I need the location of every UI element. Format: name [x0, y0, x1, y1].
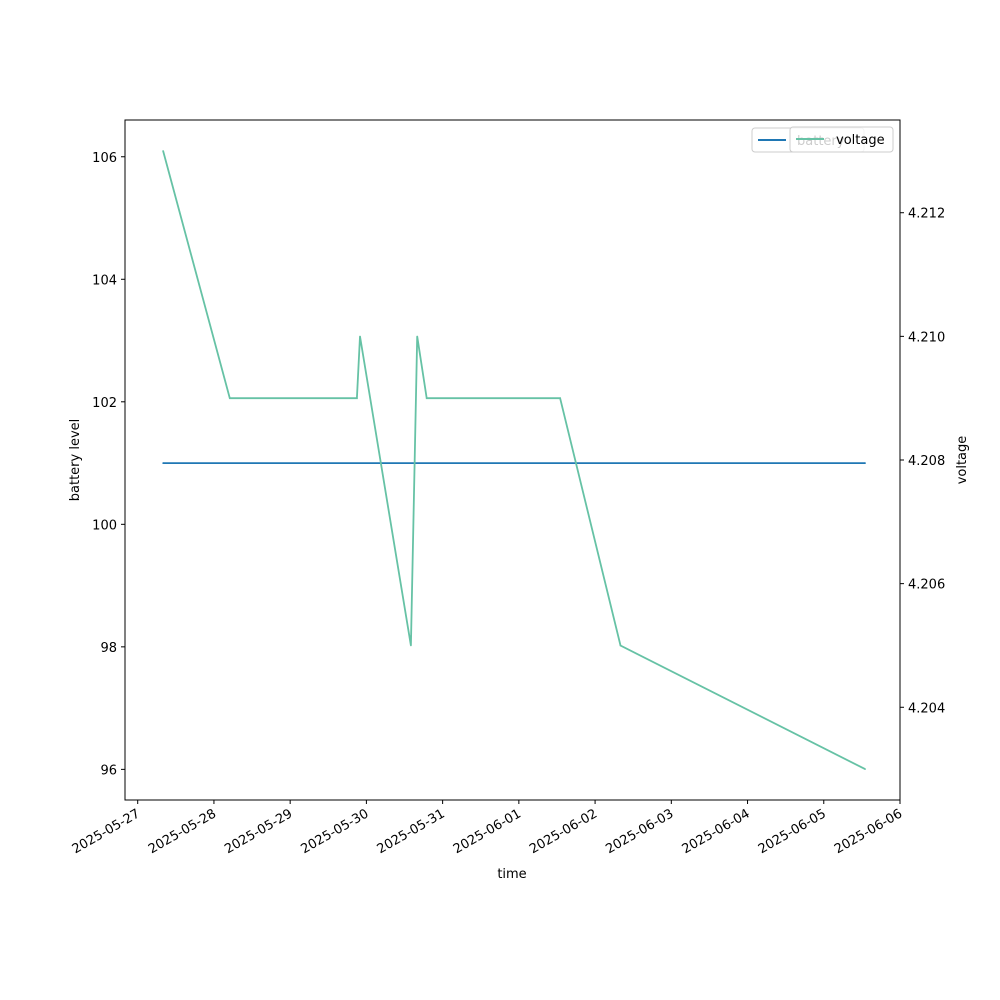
left-tick-label: 106 [92, 151, 117, 166]
data-point-voltage [410, 644, 412, 647]
data-point-voltage [359, 335, 361, 338]
data-point-voltage [416, 335, 419, 338]
right-axis: 4.204 4.206 4.208 4.210 4.212 [900, 207, 945, 716]
data-point-voltage [356, 397, 358, 400]
data-point-battery [864, 462, 866, 464]
legend-voltage-label: voltage [836, 133, 885, 148]
left-axis-title: battery level [68, 419, 83, 502]
right-tick-label: 4.210 [908, 330, 945, 345]
series-layer [162, 150, 866, 770]
data-point-voltage [619, 644, 622, 647]
left-axis: 96 98 100 102 104 106 [92, 151, 125, 778]
data-point-voltage [425, 397, 428, 400]
data-point-voltage [229, 397, 231, 400]
right-tick-label: 4.206 [908, 578, 945, 593]
left-tick-label: 104 [92, 273, 117, 288]
left-tick-label: 100 [92, 518, 117, 533]
legend-voltage: voltage [789, 126, 894, 153]
data-point-voltage [559, 397, 561, 400]
right-tick-label: 4.212 [908, 207, 945, 222]
left-tick-label: 98 [100, 641, 117, 656]
right-tick-label: 4.208 [908, 454, 945, 469]
left-tick-label: 102 [92, 396, 117, 411]
right-tick-label: 4.204 [908, 701, 945, 716]
x-axis-title: time [497, 867, 526, 882]
data-point-battery [162, 462, 164, 464]
right-axis-title: voltage [955, 436, 970, 485]
legend-voltage-box [789, 126, 894, 153]
data-point-voltage [162, 150, 164, 152]
series-line-voltage [162, 150, 866, 770]
data-point-voltage [864, 768, 866, 770]
left-tick-label: 96 [100, 763, 117, 778]
